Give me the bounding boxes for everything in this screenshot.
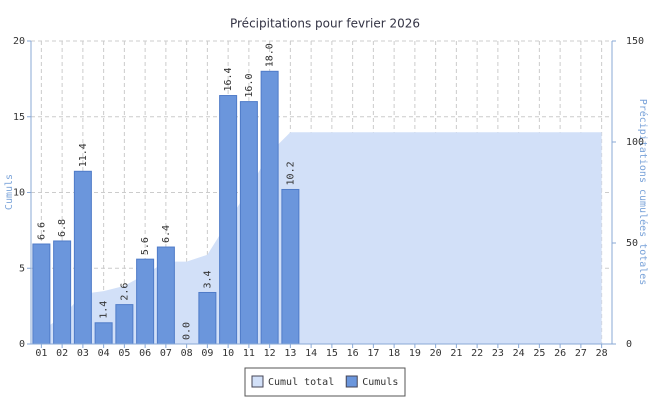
bar	[94, 322, 113, 345]
x-tick-label: 24	[513, 348, 525, 359]
x-tick-label: 27	[575, 348, 587, 359]
y2-tick-label: 0	[626, 339, 632, 350]
y-tick-label: 20	[13, 36, 25, 47]
x-tick-label: 07	[160, 348, 172, 359]
x-tick-label: 20	[430, 348, 442, 359]
y-tick-label: 10	[13, 188, 25, 199]
y-tick-label: 5	[19, 263, 25, 274]
value-label: 11.4	[78, 143, 89, 167]
value-label: 16.4	[223, 67, 234, 91]
x-tick-label: 25	[533, 348, 545, 359]
x-tick-label: 10	[222, 348, 234, 359]
legend-label: Cumul total	[268, 377, 334, 388]
x-tick-label: 02	[56, 348, 68, 359]
y2-tick-label: 100	[626, 137, 644, 148]
legend-label: Cumuls	[362, 377, 398, 388]
x-tick-label: 15	[326, 348, 338, 359]
bar	[156, 246, 175, 345]
chart-title: Précipitations pour fevrier 2026	[230, 17, 420, 31]
y2-tick-label: 150	[626, 36, 644, 47]
value-label: 18.0	[265, 43, 276, 67]
legend-box	[244, 367, 406, 397]
legend-swatch	[251, 375, 264, 388]
bar	[219, 95, 238, 345]
x-tick-label: 21	[450, 348, 462, 359]
x-tick-label: 11	[243, 348, 255, 359]
value-label: 3.4	[202, 270, 213, 288]
x-tick-label: 23	[492, 348, 504, 359]
x-tick-label: 16	[347, 348, 359, 359]
cumul-area	[41, 132, 602, 344]
x-tick-label: 28	[596, 348, 608, 359]
bar	[115, 304, 134, 345]
value-label: 6.4	[161, 225, 172, 243]
bar	[32, 243, 51, 345]
x-tick-label: 01	[35, 348, 47, 359]
bar	[198, 291, 217, 345]
x-tick-label: 08	[181, 348, 193, 359]
y-tick-label: 0	[19, 339, 25, 350]
legend-swatch	[345, 375, 358, 388]
bar	[260, 70, 279, 345]
x-tick-label: 17	[367, 348, 379, 359]
value-label: 2.6	[119, 283, 130, 301]
value-label: 0.0	[182, 322, 193, 340]
value-label: 1.4	[99, 301, 110, 319]
y-axis-title: Cumuls	[4, 174, 15, 210]
bar	[239, 101, 258, 345]
x-tick-label: 18	[388, 348, 400, 359]
bar	[136, 258, 155, 345]
bar	[53, 240, 72, 345]
x-tick-label: 22	[471, 348, 483, 359]
x-tick-label: 19	[409, 348, 421, 359]
value-label: 5.6	[140, 237, 151, 255]
x-tick-label: 13	[284, 348, 296, 359]
value-label: 16.0	[244, 74, 255, 98]
x-tick-label: 26	[554, 348, 566, 359]
x-tick-label: 04	[98, 348, 110, 359]
x-tick-label: 12	[264, 348, 276, 359]
bar	[73, 170, 92, 345]
y-tick-label: 15	[13, 112, 25, 123]
value-label: 6.8	[57, 219, 68, 237]
x-tick-label: 06	[139, 348, 151, 359]
y2-tick-label: 50	[626, 238, 638, 249]
value-label: 10.2	[285, 161, 296, 185]
value-label: 6.6	[36, 222, 47, 240]
bar	[281, 188, 300, 345]
x-tick-label: 05	[118, 348, 130, 359]
x-tick-label: 14	[305, 348, 317, 359]
x-tick-label: 09	[201, 348, 213, 359]
x-tick-label: 03	[77, 348, 89, 359]
y2-axis-title: Précipitations cumulées totales	[637, 99, 649, 286]
